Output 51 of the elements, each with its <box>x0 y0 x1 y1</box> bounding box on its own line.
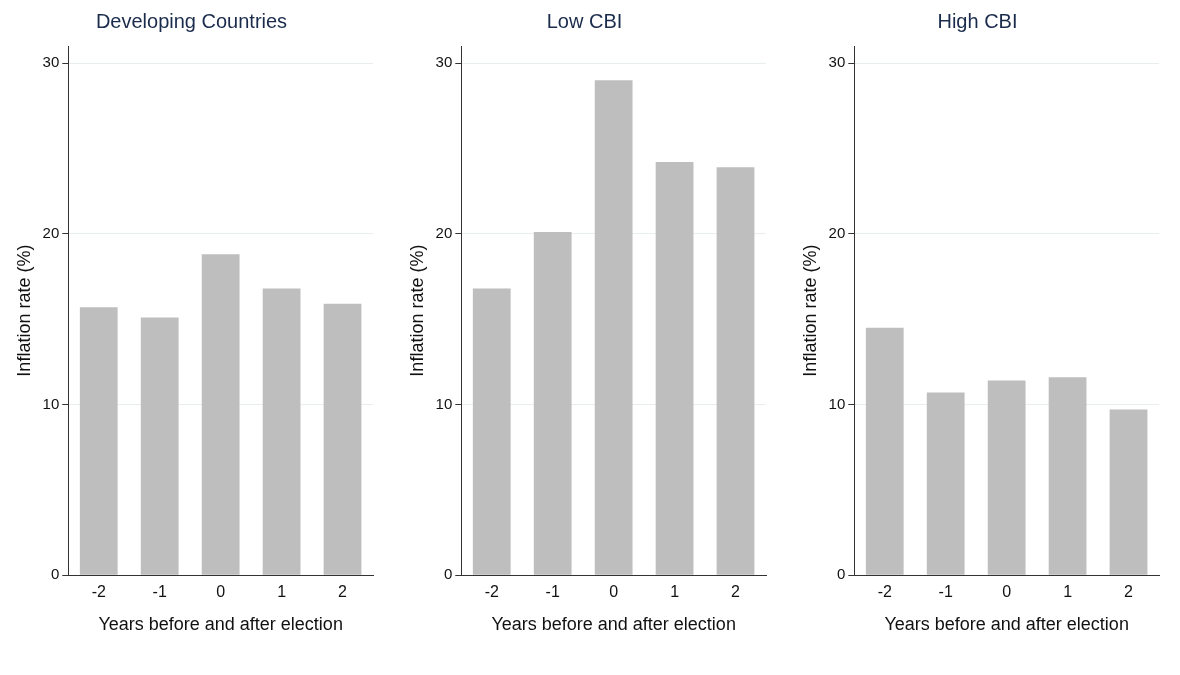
x-tick-label: 2 <box>338 583 348 601</box>
chart-title: Developing Countries <box>95 9 288 32</box>
bar <box>1109 409 1148 575</box>
y-tick-label: 0 <box>50 565 60 583</box>
bar <box>987 380 1026 575</box>
x-tick-label: -1 <box>938 583 953 601</box>
bar <box>716 167 755 575</box>
bar <box>140 317 179 575</box>
y-tick-label: 10 <box>435 394 453 412</box>
x-tick-label: 2 <box>1124 583 1134 601</box>
x-tick-label: 2 <box>731 583 741 601</box>
bar <box>655 162 694 575</box>
bar <box>201 254 240 575</box>
y-tick-label: 10 <box>42 394 60 412</box>
chart-title: High CBI <box>937 9 1018 32</box>
x-tick-label: 1 <box>277 583 287 601</box>
y-axis-title: Inflation rate (%) <box>799 244 820 377</box>
x-tick-label: 0 <box>1002 583 1012 601</box>
x-tick-label: 0 <box>216 583 226 601</box>
y-axis-title: Inflation rate (%) <box>406 244 427 377</box>
y-tick-label: 20 <box>435 223 453 241</box>
y-tick-label: 0 <box>443 565 453 583</box>
bar <box>262 288 301 575</box>
y-tick-label: 30 <box>42 53 60 71</box>
bar <box>472 288 511 575</box>
x-tick-label: -2 <box>484 583 499 601</box>
bar <box>594 80 633 575</box>
x-tick-label: -1 <box>152 583 167 601</box>
bar <box>533 232 572 575</box>
x-axis-title: Years before and after election <box>98 614 343 635</box>
y-tick-label: 30 <box>435 53 453 71</box>
bar <box>323 303 362 575</box>
y-tick-label: 30 <box>828 53 846 71</box>
x-tick-label: 0 <box>609 583 619 601</box>
bar <box>1048 377 1087 575</box>
chart-title: Low CBI <box>546 9 623 32</box>
x-axis-title: Years before and after election <box>884 614 1129 635</box>
y-tick-label: 10 <box>828 394 846 412</box>
x-tick-label: -1 <box>545 583 560 601</box>
y-tick-label: 20 <box>828 223 846 241</box>
x-tick-label: 1 <box>1063 583 1073 601</box>
bar <box>79 307 118 575</box>
y-tick-label: 0 <box>836 565 846 583</box>
bar <box>865 327 904 575</box>
x-tick-label: -2 <box>91 583 106 601</box>
y-tick-label: 20 <box>42 223 60 241</box>
y-axis-title: Inflation rate (%) <box>13 244 34 377</box>
bar <box>926 392 965 575</box>
x-axis-title: Years before and after election <box>491 614 736 635</box>
x-tick-label: 1 <box>670 583 680 601</box>
x-tick-label: -2 <box>877 583 892 601</box>
